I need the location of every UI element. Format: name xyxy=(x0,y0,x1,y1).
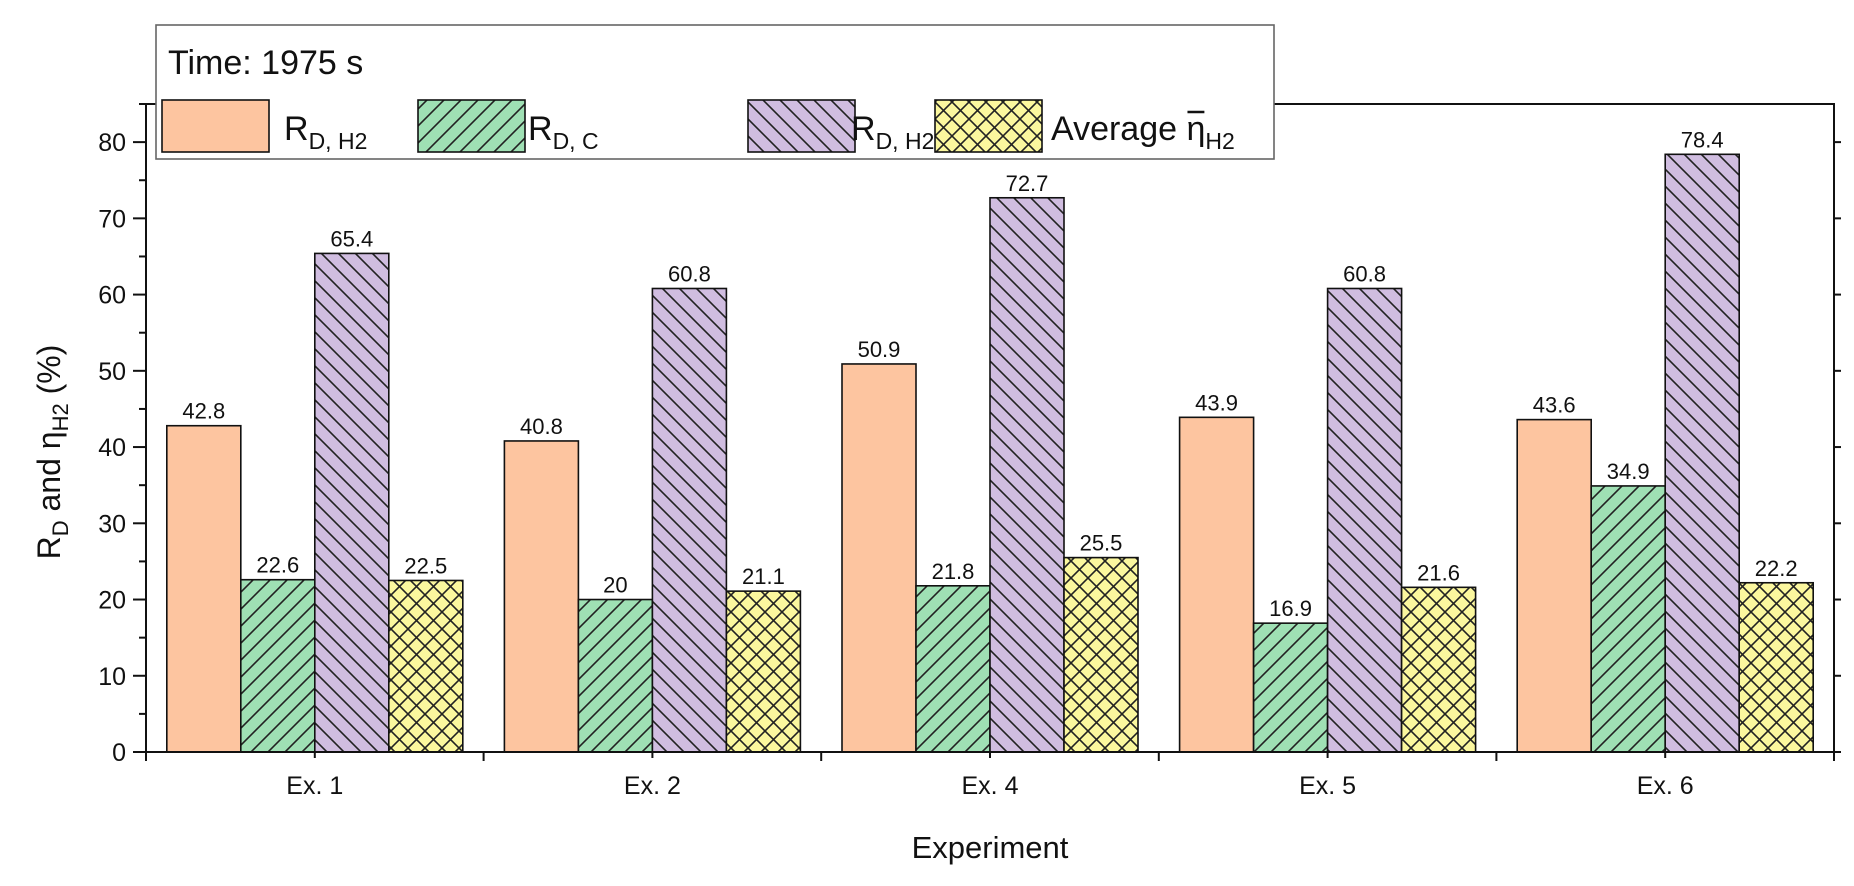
bar-ex-2-series-2 xyxy=(577,598,654,753)
bar-ex-6-series-1 xyxy=(1516,418,1592,753)
x-tick-label: Ex. 4 xyxy=(962,772,1019,800)
legend-swatch-2 xyxy=(417,99,526,153)
legend-label-2: RD, C xyxy=(528,110,599,154)
value-label: 50.9 xyxy=(858,337,901,362)
y-tick-label: 60 xyxy=(98,282,126,310)
bar-ex-2-series-1 xyxy=(503,440,580,753)
value-label: 65.4 xyxy=(330,226,373,251)
bar-ex-1-series-2 xyxy=(240,578,316,753)
x-tick-label: Ex. 5 xyxy=(1299,772,1356,800)
legend-swatch-1 xyxy=(161,99,270,153)
value-label: 78.4 xyxy=(1681,127,1724,152)
y-tick-label: 70 xyxy=(98,205,126,233)
bar-ex-1-series-4 xyxy=(387,579,464,753)
value-label: 22.2 xyxy=(1755,556,1798,581)
value-labels-layer: 42.8 22.6 65.4 22.5 40.8 20 60.8 21.1 50.9 21.8 72… xyxy=(182,127,1797,621)
value-label: 21.1 xyxy=(742,564,785,589)
value-label: 60.8 xyxy=(668,261,711,286)
x-tick-label: Ex. 2 xyxy=(624,772,681,800)
value-label: 20 xyxy=(603,573,627,598)
y-tick-label: 30 xyxy=(98,510,126,538)
y-tick-label: 10 xyxy=(98,663,126,691)
value-label: 25.5 xyxy=(1080,531,1123,556)
value-label: 21.6 xyxy=(1417,560,1460,585)
legend-swatch-4 xyxy=(934,99,1043,153)
bar-ex-2-series-4 xyxy=(725,590,802,753)
y-tick-label: 50 xyxy=(98,358,126,386)
bar-ex-4-series-4 xyxy=(1063,556,1139,753)
y-tick-label: 80 xyxy=(98,129,126,157)
bar-ex-5-series-3 xyxy=(1326,287,1403,753)
legend: Time: 1975 sRD, H2 RD, C RD, H2+C Average η… xyxy=(155,24,1275,160)
y-axis-title: RD and ηH2 (%) xyxy=(31,345,73,560)
value-label: 72.7 xyxy=(1006,171,1049,196)
legend-box xyxy=(155,24,1275,160)
value-label: 42.8 xyxy=(182,399,225,424)
value-label: 43.6 xyxy=(1533,393,1576,418)
bar-ex-5-series-1 xyxy=(1178,416,1255,753)
value-label: 22.6 xyxy=(256,553,299,578)
y-tick-label: 20 xyxy=(98,587,126,615)
value-label: 34.9 xyxy=(1607,459,1650,484)
value-label: 40.8 xyxy=(520,414,563,439)
value-label: 22.5 xyxy=(404,553,447,578)
bar-ex-4-series-3 xyxy=(989,196,1065,753)
value-label: 60.8 xyxy=(1343,261,1386,286)
value-label: 43.9 xyxy=(1195,390,1238,415)
y-tick-label: 40 xyxy=(98,434,126,462)
legend-title: Time: 1975 s xyxy=(168,44,363,82)
bar-ex-6-series-3 xyxy=(1664,153,1740,753)
x-axis-title: Experiment xyxy=(912,830,1069,865)
bar-ex-4-series-2 xyxy=(915,585,991,753)
bar-ex-6-series-4 xyxy=(1738,581,1814,753)
bars-layer xyxy=(166,153,1814,753)
bar-ex-1-series-1 xyxy=(166,424,242,753)
x-tick-label: Ex. 6 xyxy=(1637,772,1694,800)
value-label: 16.9 xyxy=(1269,596,1312,621)
x-tick-label: Ex. 1 xyxy=(286,772,343,800)
bar-ex-6-series-2 xyxy=(1590,485,1666,753)
y-tick-label: 0 xyxy=(112,739,126,767)
bar-ex-1-series-3 xyxy=(313,252,390,753)
legend-label-1: RD, H2 xyxy=(284,110,367,154)
legend-swatch-3 xyxy=(747,99,856,153)
axes-layer: 0 10 20 30 40 50 60 70 80 Ex. 1 Ex. 2 Ex. 4 Ex. 5 Ex.… xyxy=(31,103,1841,865)
bar-ex-5-series-2 xyxy=(1252,622,1329,753)
value-label: 21.8 xyxy=(932,559,975,584)
legend-label-4: Average ηH2 xyxy=(1051,110,1235,154)
bar-ex-5-series-4 xyxy=(1400,586,1477,753)
bar-ex-2-series-3 xyxy=(651,287,728,753)
bar-ex-4-series-1 xyxy=(841,363,917,753)
